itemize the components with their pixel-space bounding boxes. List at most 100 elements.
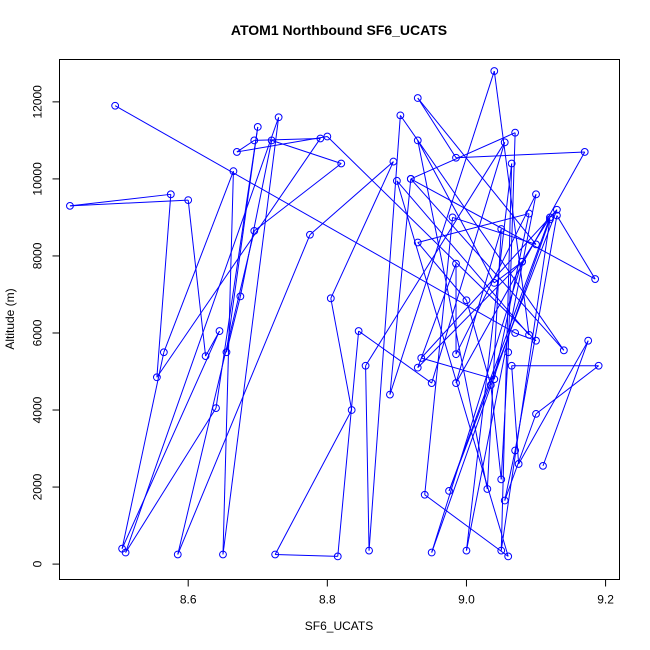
y-tick-label: 2000 <box>31 473 45 500</box>
data-point <box>333 552 342 561</box>
line-segment <box>431 142 506 384</box>
data-point <box>337 159 346 168</box>
data-point <box>406 175 415 183</box>
line-segment <box>121 352 165 549</box>
data-point <box>500 138 509 147</box>
data-point <box>552 211 561 220</box>
y-axis: 0 2000 4000 6000 8000 10000 12000 <box>31 85 60 567</box>
y-tick-label: 6000 <box>31 319 45 346</box>
x-tick-label: 9.0 <box>458 593 475 607</box>
line-segment <box>500 219 551 551</box>
y-axis-label: Altitude (m) <box>3 288 17 349</box>
chart-title: ATOM1 Northbound SF6_UCATS <box>231 22 447 38</box>
data-point <box>323 132 332 141</box>
data-point <box>462 296 471 305</box>
data-point <box>121 548 130 557</box>
line-segment <box>507 132 516 353</box>
y-tick-label: 8000 <box>31 242 45 269</box>
line-segment <box>518 340 589 465</box>
line-segment <box>420 209 558 359</box>
data-point <box>316 134 325 143</box>
data-point <box>413 94 422 102</box>
x-tick-label: 9.2 <box>597 593 614 607</box>
y-tick-label: 4000 <box>31 396 45 423</box>
data-point <box>232 148 241 156</box>
data-point <box>518 257 527 266</box>
line-segment <box>421 357 495 380</box>
line-segment <box>222 171 234 555</box>
data-point <box>532 409 540 418</box>
data-point <box>452 259 460 268</box>
data-point <box>354 327 363 335</box>
line-segment <box>121 330 220 549</box>
data-point <box>511 329 520 337</box>
data-point <box>514 460 523 468</box>
data-point <box>591 275 600 283</box>
line-segment <box>417 140 495 284</box>
line-segment <box>514 215 558 451</box>
data-point <box>222 348 231 357</box>
line-segment <box>125 407 217 553</box>
line-segment <box>490 384 502 480</box>
data-point <box>173 550 182 559</box>
data-point <box>483 485 492 493</box>
line-segment <box>455 151 585 159</box>
data-point <box>490 67 499 75</box>
line-segment <box>410 178 596 280</box>
data-point <box>486 381 495 389</box>
data-point <box>546 213 554 222</box>
data-point <box>497 225 506 233</box>
data-point <box>507 361 516 370</box>
data-point <box>511 446 520 455</box>
line-segment <box>556 215 596 280</box>
data-point <box>532 190 540 199</box>
line-segment <box>177 234 311 555</box>
line-segment <box>417 97 537 245</box>
data-point <box>326 294 335 303</box>
line-segment <box>330 161 394 299</box>
data-point <box>66 201 74 210</box>
data-point <box>236 292 245 301</box>
data-point <box>111 101 120 110</box>
data-point <box>532 336 540 345</box>
data-point <box>445 487 453 495</box>
data-point <box>452 153 460 162</box>
line-segment <box>253 163 342 232</box>
line-segment <box>500 163 513 551</box>
data-point <box>250 227 259 235</box>
line-segment <box>521 217 551 262</box>
data-point <box>361 361 370 370</box>
data-point <box>212 404 220 412</box>
x-axis: 8.6 8.8 9.0 9.2 <box>180 579 614 607</box>
data-point <box>580 148 589 156</box>
line-segment <box>254 137 321 141</box>
line-segment <box>358 330 432 384</box>
series-0-points <box>66 67 603 561</box>
data-point <box>497 475 506 484</box>
line-segment <box>187 200 207 357</box>
line-segment <box>504 413 537 501</box>
data-point <box>389 157 398 166</box>
line-segment <box>417 140 488 490</box>
line-segment <box>455 194 537 355</box>
line-segment <box>493 261 523 284</box>
line-segment <box>330 298 353 411</box>
data-point <box>452 350 460 359</box>
y-tick-label: 12000 <box>31 85 45 119</box>
data-point <box>215 327 224 335</box>
line-segment <box>225 126 259 353</box>
line-segment <box>500 352 509 480</box>
line-segment <box>275 553 338 557</box>
line-segment <box>271 139 342 164</box>
data-point <box>386 390 394 399</box>
data-point <box>420 490 429 499</box>
line-segment <box>465 194 537 551</box>
line-segment <box>163 171 234 353</box>
line-segment <box>424 494 509 557</box>
data-point <box>490 375 499 384</box>
data-point <box>448 213 457 222</box>
line-segment <box>125 117 280 553</box>
line-segment <box>542 340 589 467</box>
series-0-segments <box>69 70 599 557</box>
data-point <box>584 336 593 345</box>
